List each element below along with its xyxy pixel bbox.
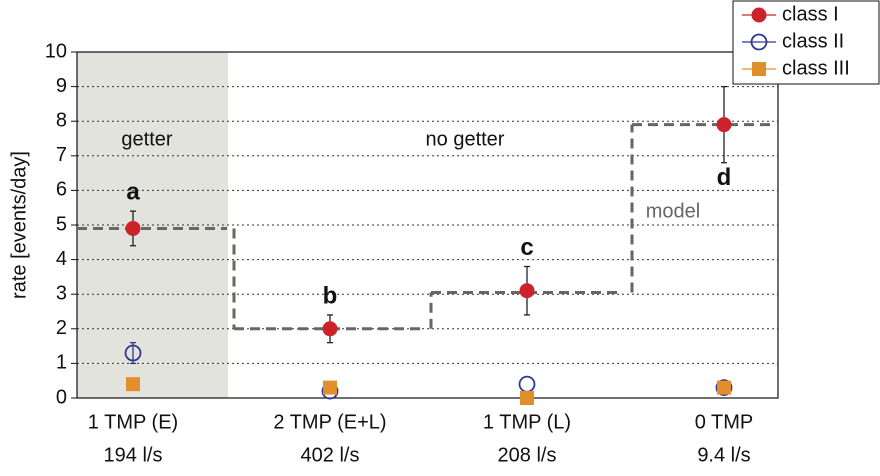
region-label: getter (121, 128, 172, 150)
x-tick-label: 2 TMP (E+L) (273, 411, 386, 433)
y-tick-label: 0 (56, 386, 67, 408)
data-point (717, 380, 731, 395)
y-tick-label: 9 (56, 75, 67, 97)
data-point (519, 283, 535, 299)
data-point (323, 380, 337, 395)
x-tick-label: 194 l/s (104, 444, 163, 466)
y-tick-label: 1 (56, 352, 67, 374)
y-tick-label: 6 (56, 179, 67, 201)
y-tick-label: 2 (56, 317, 67, 339)
data-point (715, 379, 733, 397)
x-tick-label: 208 l/s (498, 444, 557, 466)
legend-label: class I (782, 3, 839, 25)
data-point (716, 117, 732, 133)
y-axis-label: rate [events/day] (8, 151, 30, 299)
y-tick-label: 3 (56, 282, 67, 304)
point-label: d (717, 164, 732, 191)
y-tick-label: 10 (45, 40, 67, 62)
data-point (518, 375, 536, 393)
x-tick-label: 0 TMP (695, 411, 754, 433)
point-label: c (520, 234, 533, 261)
y-tick-label: 5 (56, 213, 67, 235)
data-point (520, 391, 534, 405)
data-point (126, 377, 140, 392)
legend-marker (751, 7, 767, 23)
data-point (322, 321, 338, 337)
x-tick-label: 1 TMP (E) (88, 411, 178, 433)
point-label: b (323, 282, 338, 309)
y-tick-label: 4 (56, 248, 67, 270)
legend-label: class III (782, 57, 850, 79)
legend-marker (750, 33, 768, 51)
point-label: a (126, 179, 140, 206)
data-point (124, 344, 142, 362)
x-tick-label: 402 l/s (301, 444, 360, 466)
x-tick-label: 9.4 l/s (697, 444, 750, 466)
y-tick-label: 8 (56, 109, 67, 131)
legend-label: class II (782, 30, 844, 52)
y-tick-label: 7 (56, 144, 67, 166)
plot-frame (76, 51, 779, 399)
x-tick-label: 1 TMP (L) (483, 411, 571, 433)
region-label: no getter (426, 128, 505, 150)
data-point (125, 220, 141, 236)
legend-marker (752, 62, 766, 76)
model-label: model (646, 200, 700, 222)
